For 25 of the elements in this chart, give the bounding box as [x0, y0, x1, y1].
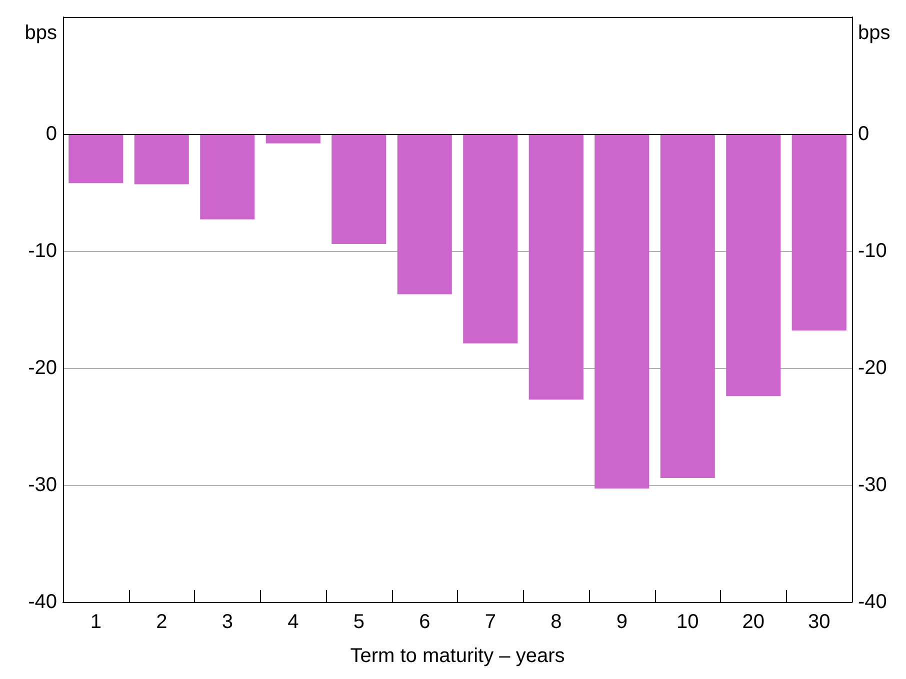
x-tick-label: 5 [353, 611, 364, 633]
x-tick-label: 8 [550, 611, 562, 633]
x-tick-label: 30 [808, 611, 830, 633]
x-tick-label: 4 [288, 611, 299, 633]
y2-tick-label: -40 [858, 591, 887, 613]
x-tick-label: 3 [222, 611, 233, 633]
x-tick-label: 7 [484, 611, 496, 633]
x-tick-label: 9 [616, 611, 628, 633]
y-tick-label: -30 [28, 474, 57, 496]
y-tick-label: -40 [28, 591, 57, 613]
y2-tick-label: -20 [858, 357, 887, 379]
x-tick-label: 10 [676, 611, 699, 633]
y2-tick-label: -10 [858, 240, 887, 262]
y2-tick-label: -30 [858, 474, 887, 496]
y-tick-label: -10 [28, 240, 57, 262]
y2-axis-title: bps [858, 22, 890, 44]
x-tick-label: 6 [419, 611, 430, 633]
x-tick-label: 2 [156, 611, 168, 633]
x-axis-title: Term to maturity – years [350, 645, 565, 667]
y-tick-label: 0 [46, 123, 57, 145]
y2-tick-label: 0 [858, 123, 870, 145]
y-axis-title: bps [24, 22, 57, 44]
x-tick-label: 20 [742, 611, 764, 633]
x-tick-label: 1 [90, 611, 102, 633]
y-tick-label: -20 [28, 357, 57, 379]
